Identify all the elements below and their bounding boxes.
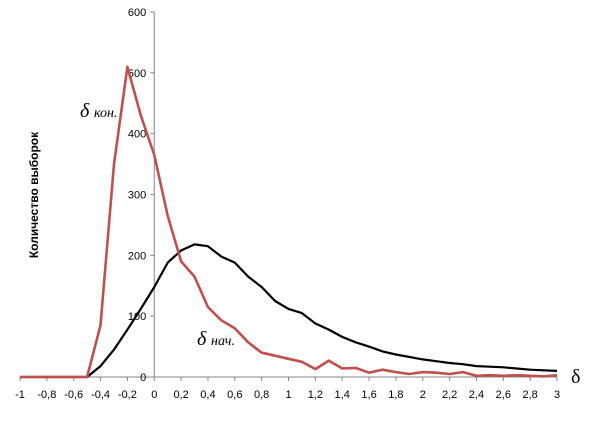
x-tick-label: 2,4 — [469, 389, 484, 401]
x-tick-label: 1,6 — [361, 389, 376, 401]
x-tick-label: 1,2 — [308, 389, 323, 401]
x-tick-label: -0,8 — [37, 389, 56, 401]
x-tick-label: 2,8 — [523, 389, 538, 401]
x-tick-label: -0,2 — [118, 389, 137, 401]
y-tick-label: 0 — [140, 372, 146, 384]
annotation-delta-kon-symbol: δ — [80, 100, 90, 122]
x-tick-label: 0,2 — [173, 389, 188, 401]
annotation-delta-nach-sub: нач. — [211, 334, 235, 349]
annotation-delta-nach: δ нач. — [197, 328, 235, 350]
x-axis-label: δ — [571, 366, 580, 388]
x-tick-label: 2,6 — [496, 389, 511, 401]
x-tick-label: -0,4 — [91, 389, 110, 401]
series-line-delta-kon — [20, 65, 558, 379]
x-tick-label: 2 — [420, 389, 426, 401]
x-tick-label: 0,4 — [200, 389, 215, 401]
annotation-delta-kon: δ кон. — [80, 100, 117, 122]
y-tick-label: 400 — [128, 129, 146, 141]
x-tick-label: 1,8 — [388, 389, 403, 401]
annotation-delta-kon-sub: кон. — [94, 106, 117, 121]
x-tick-label: -0,6 — [64, 389, 83, 401]
series-line-delta-nach — [20, 243, 558, 379]
y-tick-label: 300 — [128, 190, 146, 202]
series-layer — [20, 65, 558, 379]
annotation-delta-nach-symbol: δ — [197, 328, 207, 350]
x-tick-label: 2,2 — [442, 389, 457, 401]
x-tick-label: 3 — [554, 389, 560, 401]
x-tick-label: 0,6 — [227, 389, 242, 401]
x-tick-label: -1 — [15, 389, 25, 401]
y-axis-label: Количество выборок — [27, 131, 41, 258]
axes — [19, 11, 558, 381]
x-tick-label: 1 — [285, 389, 291, 401]
x-tick-label: 0 — [151, 389, 157, 401]
x-tick-label: 0,8 — [254, 389, 269, 401]
y-tick-label: 500 — [128, 68, 146, 80]
y-tick-label: 200 — [128, 250, 146, 262]
y-tick-label: 600 — [128, 7, 146, 19]
x-tick-labels: -1 -0,8 -0,6 -0,4 -0,2 0 0,2 0,4 0,6 0,8 1 1,2 1,4 1,… — [15, 389, 560, 401]
x-tick-label: 1,4 — [335, 389, 350, 401]
